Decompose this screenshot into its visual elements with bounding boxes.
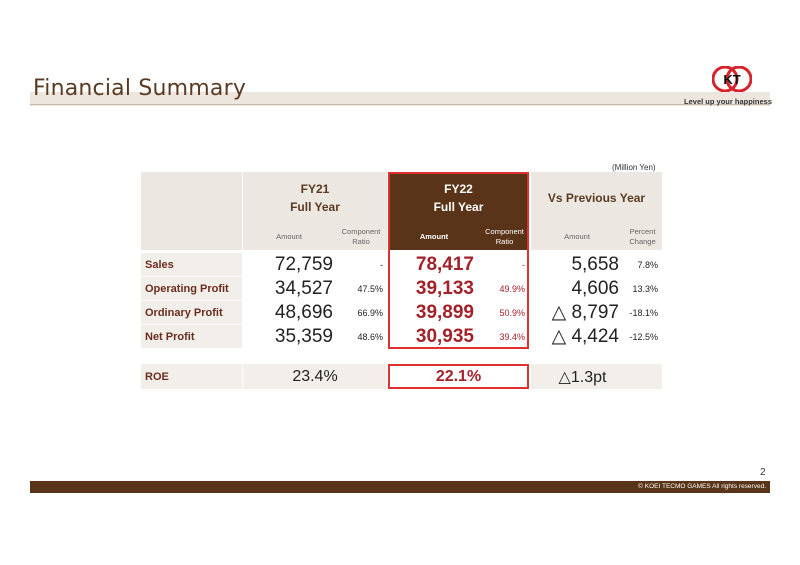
fy21-ratio-header-line2: Ratio bbox=[352, 237, 370, 246]
vs-header-title: Vs Previous Year bbox=[547, 191, 646, 205]
fy22-ordinary-amount: 39,899 bbox=[415, 301, 474, 323]
footer-bar bbox=[30, 481, 770, 493]
fy21-ordinary-ratio: 66.9% bbox=[357, 307, 383, 318]
vs-sales-amount: 5,658 bbox=[571, 253, 619, 275]
fy21-net-amount: 35,359 bbox=[274, 325, 333, 347]
row-label-ordinary-profit: Ordinary Profit bbox=[141, 301, 242, 324]
vs-pct-header: Percent Change bbox=[623, 224, 662, 250]
fy21-net-ratio: 48.6% bbox=[357, 331, 383, 342]
vs-roe-value: △1.3pt bbox=[558, 368, 607, 386]
row-label-net-profit: Net Profit bbox=[141, 325, 242, 348]
fy22-header-line1: FY22 bbox=[444, 182, 473, 196]
fy21-operating-amount: 34,527 bbox=[274, 277, 333, 299]
fy21-header-line2: Full Year bbox=[290, 200, 340, 214]
vs-roe-cell: △1.3pt bbox=[531, 364, 662, 389]
fy22-ratio-header-line1: Component bbox=[485, 227, 524, 236]
page-number: 2 bbox=[760, 467, 766, 478]
fy22-roe-value: 22.1% bbox=[435, 367, 482, 385]
roe-highlight-frame bbox=[388, 364, 529, 389]
fy22-amount-header-text: Amount bbox=[419, 232, 449, 241]
fy21-ordinary-amount: 48,696 bbox=[274, 301, 333, 323]
header-corner-cell bbox=[141, 172, 242, 250]
title-divider bbox=[30, 104, 770, 105]
fy21-amount-header-text: Amount bbox=[276, 232, 302, 241]
fy22-ordinary-ratio: 50.9% bbox=[499, 307, 525, 318]
fy21-ratio-header-line1: Component bbox=[341, 227, 381, 236]
vs-operating-amount: 4,606 bbox=[571, 277, 619, 299]
title-band bbox=[30, 92, 770, 106]
fy22-sales-ratio: - bbox=[522, 259, 525, 270]
fy21-header: FY21 Full Year bbox=[243, 172, 387, 224]
fy22-amount-header: Amount bbox=[388, 224, 480, 250]
fy21-ratio-header: Component Ratio bbox=[335, 224, 387, 250]
vs-ordinary-pct: -18.1% bbox=[629, 307, 658, 318]
row-label-operating-profit: Operating Profit bbox=[141, 277, 242, 300]
vs-sales-pct: 7.8% bbox=[637, 259, 658, 270]
fy22-operating-amount: 39,133 bbox=[415, 277, 474, 299]
vs-ordinary-amount: △ 8,797 bbox=[551, 302, 619, 323]
vs-amount-header: Amount bbox=[531, 224, 623, 250]
fy22-net-ratio: 39.4% bbox=[499, 331, 525, 342]
fy21-operating-ratio: 47.5% bbox=[357, 283, 383, 294]
logo-tagline: Level up your happiness bbox=[684, 97, 772, 106]
vs-net-amount: △ 4,424 bbox=[551, 326, 619, 347]
fy22-roe-cell: 22.1% bbox=[388, 364, 529, 389]
vs-operating-pct: 13.3% bbox=[632, 283, 658, 294]
vs-pct-header-line1: Percent bbox=[629, 227, 656, 236]
vs-header: Vs Previous Year bbox=[531, 172, 662, 224]
vs-pct-header-line2: Change bbox=[629, 237, 656, 246]
vs-amount-header-text: Amount bbox=[564, 232, 590, 241]
fy22-ratio-header-line2: Ratio bbox=[495, 237, 514, 246]
fy22-ratio-header: Component Ratio bbox=[480, 224, 529, 250]
fy22-header: FY22 Full Year bbox=[388, 172, 529, 224]
fy21-sales-amount: 72,759 bbox=[274, 253, 333, 275]
fy22-sales-amount: 78,417 bbox=[415, 253, 474, 275]
fy21-sales-ratio: - bbox=[380, 259, 383, 270]
logo-text: KT bbox=[723, 72, 740, 87]
unit-label: (Million Yen) bbox=[612, 163, 656, 172]
fy22-highlight-frame bbox=[388, 172, 529, 349]
fy21-amount-header: Amount bbox=[243, 224, 335, 250]
row-label-sales: Sales bbox=[141, 253, 242, 276]
fy21-roe-cell: 23.4% bbox=[243, 364, 387, 389]
fy21-roe-value: 23.4% bbox=[292, 367, 338, 385]
page-title: Financial Summary bbox=[33, 76, 247, 101]
vs-net-pct: -12.5% bbox=[629, 331, 658, 342]
fy21-header-line1: FY21 bbox=[300, 182, 330, 196]
fy22-operating-ratio: 49.9% bbox=[499, 283, 525, 294]
fy22-header-line2: Full Year bbox=[433, 200, 484, 214]
row-label-roe: ROE bbox=[141, 364, 242, 389]
koei-tecmo-logo-icon: KT bbox=[712, 66, 752, 92]
fy22-net-amount: 30,935 bbox=[415, 325, 474, 347]
footer-copyright: © KOEI TECMO GAMES All rights reserved. bbox=[638, 483, 766, 490]
